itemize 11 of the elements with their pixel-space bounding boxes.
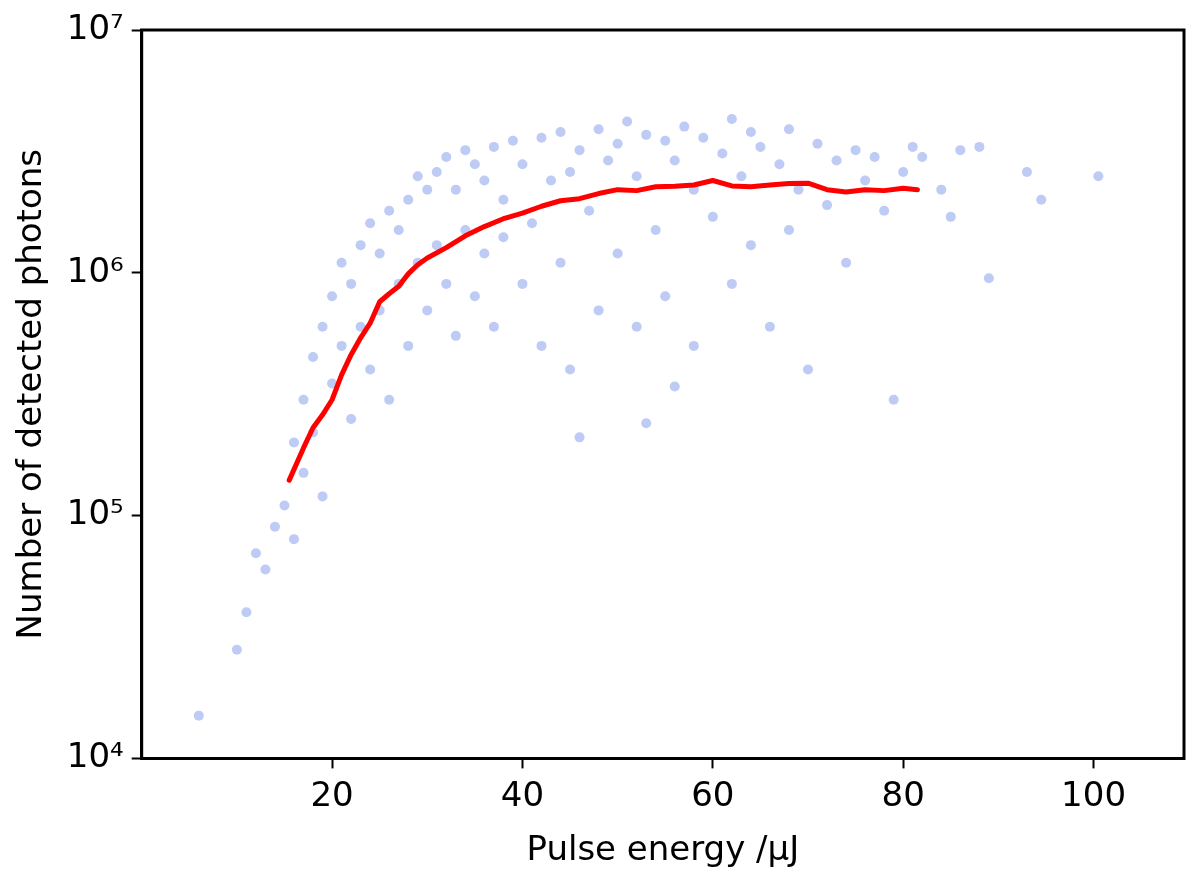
- x-tick-label: 100: [1061, 773, 1127, 814]
- y-tick-label: 10⁵: [66, 492, 124, 533]
- x-tick-label: 60: [691, 773, 735, 814]
- x-tick-label: 80: [881, 773, 925, 814]
- y-axis-title: Number of detected photons: [9, 149, 50, 640]
- x-axis-title: Pulse energy /μJ: [526, 828, 800, 869]
- y-tick-label: 10⁶: [66, 249, 124, 290]
- y-tick-label: 10⁴: [66, 735, 124, 776]
- y-tick-label: 10⁷: [66, 6, 124, 47]
- x-tick-label: 20: [310, 773, 354, 814]
- x-tick-label: 40: [500, 773, 545, 814]
